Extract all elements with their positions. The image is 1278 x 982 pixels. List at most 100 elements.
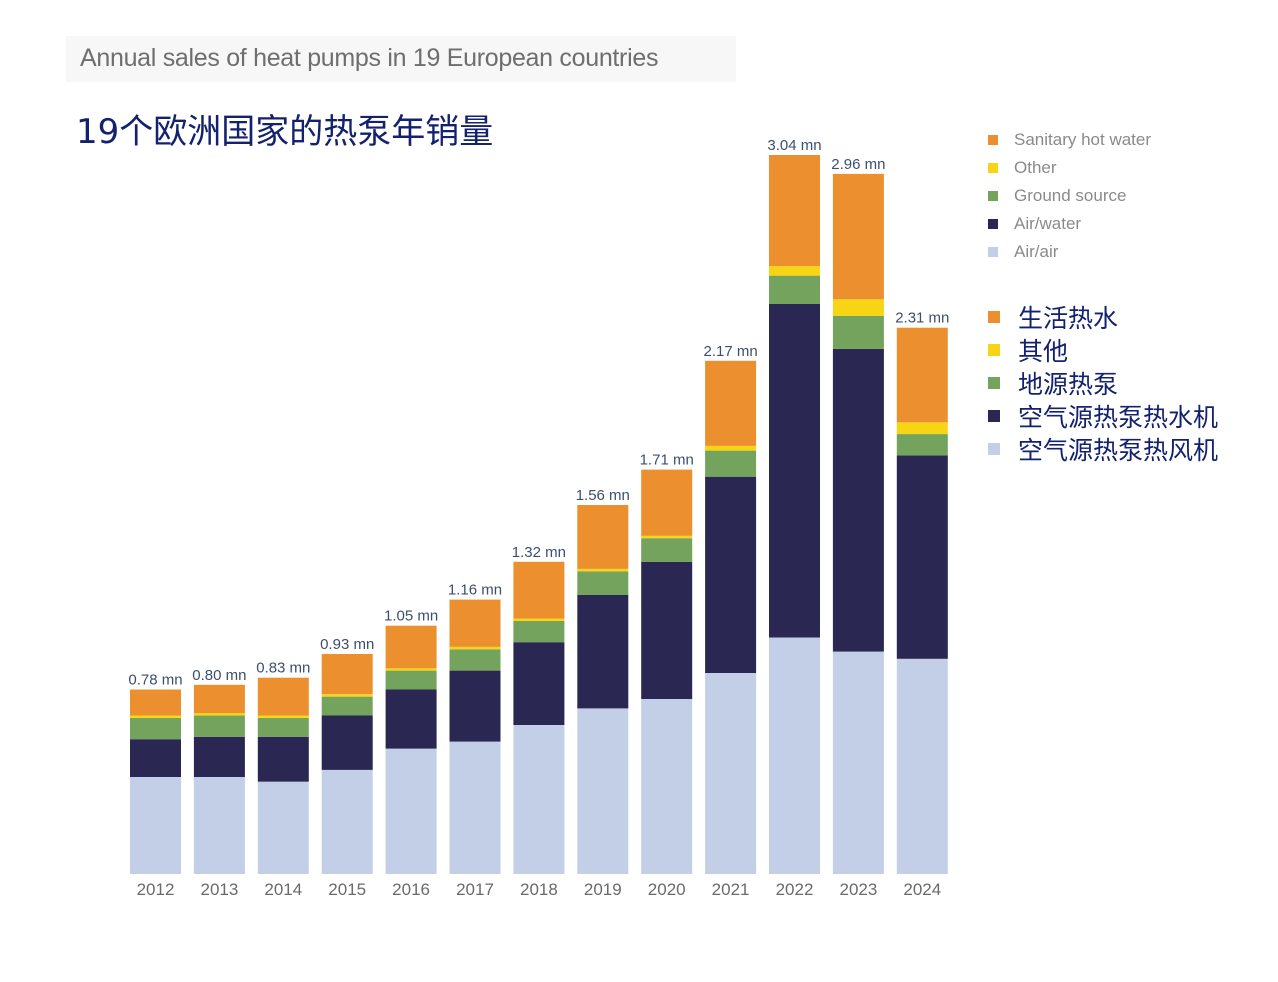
- chart-title-english: Annual sales of heat pumps in 19 Europea…: [80, 44, 659, 72]
- bar-segment-sanitary-hot-water-2021: [705, 360, 757, 446]
- legend-item-ground-source-cn: 地源热泵: [988, 366, 1218, 399]
- legend-label: 空气源热泵热风机: [1018, 435, 1219, 465]
- bar-segment-other-2018: [513, 618, 565, 621]
- x-tick-label-2017: 2017: [456, 880, 494, 899]
- bar-segment-sanitary-hot-water-2017: [449, 599, 501, 647]
- legend-swatch: [988, 442, 1000, 455]
- bar-segment-air-water-2013: [193, 736, 245, 777]
- bar-segment-air-air-2015: [321, 769, 373, 874]
- total-label-2015: 0.93 mn: [320, 636, 374, 653]
- bar-segment-ground-source-2018: [513, 620, 565, 643]
- x-tick-label-2018: 2018: [520, 880, 558, 899]
- bar-segment-other-2021: [705, 445, 757, 451]
- legend-swatch: [988, 135, 998, 145]
- bar-segment-air-water-2016: [385, 689, 437, 749]
- bar-segment-sanitary-hot-water-2016: [385, 625, 437, 669]
- bar-segment-other-2023: [832, 299, 884, 316]
- bar-segment-air-air-2018: [513, 725, 565, 874]
- bar-segment-ground-source-2012: [130, 717, 181, 740]
- x-tick-label-2015: 2015: [328, 880, 366, 899]
- x-tick-label-2019: 2019: [584, 880, 622, 899]
- bar-segment-air-air-2012: [130, 777, 181, 874]
- x-tick-label-2012: 2012: [137, 880, 175, 899]
- chart-title-bar: Annual sales of heat pumps in 19 Europea…: [66, 36, 736, 82]
- bar-segment-air-water-2024: [896, 455, 948, 659]
- bar-segment-ground-source-2024: [896, 434, 948, 456]
- total-label-2016: 1.05 mn: [384, 608, 438, 625]
- legend-label: Ground source: [1014, 186, 1127, 205]
- total-label-2014: 0.83 mn: [256, 660, 310, 677]
- legend-item-air-air-cn: 空气源热泵热风机: [988, 432, 1218, 465]
- legend-item-other: Other: [988, 154, 1151, 182]
- bar-segment-air-air-2014: [257, 781, 309, 874]
- bar-segment-sanitary-hot-water-2020: [641, 469, 693, 536]
- bar-segment-sanitary-hot-water-2015: [321, 654, 373, 695]
- bar-segment-air-air-2021: [705, 673, 757, 874]
- x-tick-label-2020: 2020: [648, 880, 686, 899]
- bar-segment-sanitary-hot-water-2022: [769, 155, 820, 267]
- bar-segment-other-2022: [769, 266, 820, 276]
- bar-segment-other-2024: [896, 422, 948, 435]
- bar-segment-air-water-2019: [577, 594, 629, 709]
- legend-item-air-air: Air/air: [988, 238, 1151, 266]
- bar-segment-other-2014: [257, 715, 309, 718]
- bar-segment-air-air-2017: [449, 741, 501, 874]
- x-tick-label-2023: 2023: [839, 880, 877, 899]
- bar-segment-sanitary-hot-water-2013: [193, 684, 245, 714]
- bar-segment-sanitary-hot-water-2019: [577, 505, 629, 569]
- bar-segment-ground-source-2017: [449, 649, 501, 671]
- bar-segment-ground-source-2020: [641, 538, 693, 562]
- legend-label: 其他: [1018, 336, 1069, 366]
- legend-swatch: [988, 376, 1000, 389]
- total-label-2017: 1.16 mn: [448, 582, 502, 599]
- bar-segment-air-air-2016: [385, 748, 437, 874]
- x-tick-label-2024: 2024: [903, 880, 941, 899]
- bar-segment-other-2017: [449, 646, 501, 650]
- total-label-2019: 1.56 mn: [576, 487, 630, 504]
- legend-label: Air/air: [1014, 242, 1059, 261]
- bar-segment-ground-source-2013: [193, 715, 245, 737]
- x-tick-label-2021: 2021: [712, 880, 750, 899]
- total-label-2020: 1.71 mn: [640, 452, 694, 469]
- bar-segment-sanitary-hot-water-2012: [130, 689, 181, 716]
- bar-segment-air-air-2020: [641, 699, 693, 874]
- legend-swatch: [988, 409, 1000, 422]
- legend-item-sanitary-hot-water-cn: 生活热水: [988, 300, 1218, 333]
- bar-segment-ground-source-2023: [832, 315, 884, 349]
- legend-item-air-water: Air/water: [988, 210, 1151, 238]
- bar-segment-ground-source-2016: [385, 670, 437, 690]
- legend-swatch: [988, 191, 998, 201]
- bar-segment-other-2019: [577, 568, 629, 572]
- x-tick-label-2014: 2014: [264, 880, 302, 899]
- legend-swatch: [988, 247, 998, 257]
- legend-english: Sanitary hot water Other Ground source A…: [988, 126, 1151, 266]
- bar-segment-air-water-2020: [641, 561, 693, 699]
- bar-segment-other-2015: [321, 694, 373, 697]
- legend-item-sanitary-hot-water: Sanitary hot water: [988, 126, 1151, 154]
- bar-segment-ground-source-2019: [577, 571, 629, 595]
- bar-segment-air-air-2013: [193, 777, 245, 874]
- legend-swatch: [988, 163, 998, 173]
- bar-segment-air-water-2014: [257, 736, 309, 782]
- bar-segment-other-2020: [641, 535, 693, 539]
- legend-label: Air/water: [1014, 214, 1082, 233]
- legend-item-air-water-cn: 空气源热泵热水机: [988, 399, 1218, 432]
- bar-segment-other-2016: [385, 668, 437, 671]
- total-label-2012: 0.78 mn: [128, 672, 182, 689]
- legend-label: 空气源热泵热水机: [1018, 402, 1219, 432]
- x-tick-label-2013: 2013: [200, 880, 238, 899]
- bar-segment-ground-source-2015: [321, 696, 373, 716]
- bar-segment-other-2013: [193, 713, 245, 716]
- bar-segment-sanitary-hot-water-2023: [832, 173, 884, 300]
- total-label-2024: 2.31 mn: [895, 310, 949, 327]
- chart-title-chinese: 19个欧洲国家的热泵年销量: [76, 112, 494, 152]
- bar-segment-ground-source-2014: [257, 717, 309, 737]
- bar-segment-air-air-2022: [769, 637, 820, 874]
- legend-swatch: [988, 343, 1000, 356]
- legend-swatch: [988, 310, 1000, 323]
- bar-segment-air-air-2019: [577, 708, 629, 874]
- bar-segment-air-water-2021: [705, 476, 757, 673]
- total-label-2023: 2.96 mn: [831, 156, 885, 173]
- bar-segment-sanitary-hot-water-2024: [896, 327, 948, 423]
